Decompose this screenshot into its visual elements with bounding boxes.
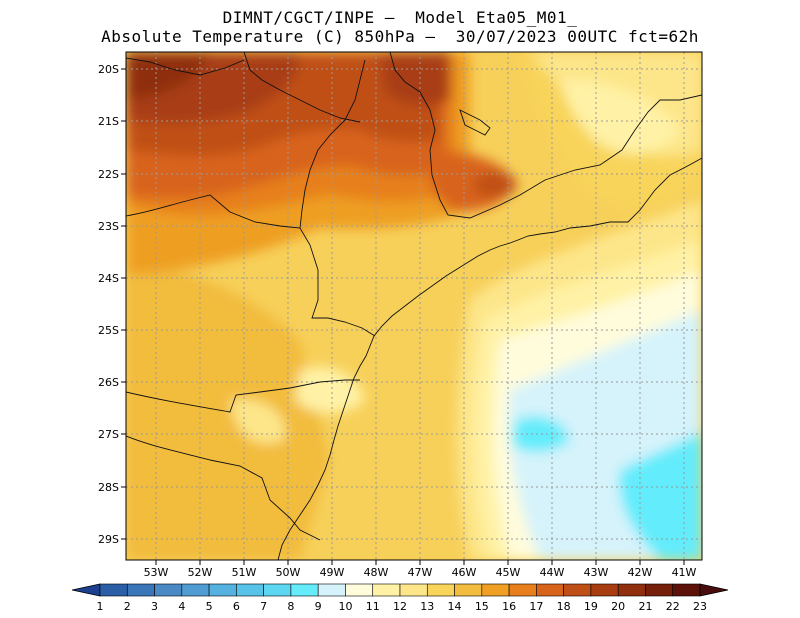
colorbar-label: 8 (287, 600, 294, 613)
colorbar-swatch (645, 583, 674, 597)
colorbar-label: 22 (666, 600, 680, 613)
lon-label: 45W (496, 566, 521, 579)
colorbar-arrow-right (699, 583, 729, 597)
colorbar-label: 13 (420, 600, 434, 613)
lon-labels: 53W 52W 51W 50W 49W 48W 47W 46W 45W 44W … (144, 566, 697, 579)
colorbar-label: 4 (178, 600, 185, 613)
lon-label: 49W (320, 566, 345, 579)
colorbar-label: 18 (557, 600, 571, 613)
lat-label: 25S (98, 324, 119, 337)
chart-title-line2: Absolute Temperature (C) 850hPa – 30/07/… (101, 27, 699, 46)
lon-label: 43W (584, 566, 609, 579)
lat-labels: 20S 21S 22S 23S 24S 25S 26S 27S 28S 29S (98, 63, 119, 546)
colorbar-label: 9 (315, 600, 322, 613)
coastline-borders (126, 52, 702, 560)
lat-label: 20S (98, 63, 119, 76)
colorbar-label: 14 (448, 600, 462, 613)
colorbar-label: 11 (366, 600, 380, 613)
colorbar-swatch (563, 583, 592, 597)
colorbar-label: 17 (529, 600, 543, 613)
colorbar-swatch (263, 583, 292, 597)
colorbar-swatch (317, 583, 346, 597)
lat-label: 23S (98, 220, 119, 233)
colorbar-label: 12 (393, 600, 407, 613)
colorbar-label: 16 (502, 600, 516, 613)
colorbar-swatch (454, 583, 483, 597)
lon-label: 47W (408, 566, 433, 579)
lat-label: 21S (98, 115, 119, 128)
colorbar-label: 15 (475, 600, 489, 613)
lon-label: 51W (232, 566, 257, 579)
colorbar-swatch (290, 583, 319, 597)
colorbar-swatch (536, 583, 564, 597)
lon-label: 52W (188, 566, 213, 579)
temperature-field (126, 52, 702, 560)
colorbar-label: 7 (260, 600, 267, 613)
lon-label: 42W (628, 566, 653, 579)
colorbar-swatch (236, 583, 264, 597)
colorbar-label: 5 (206, 600, 213, 613)
colorbar-swatch (399, 583, 428, 597)
colorbar-swatch (672, 583, 701, 597)
lat-label: 29S (98, 533, 119, 546)
colorbar-swatch (208, 583, 237, 597)
colorbar-swatch (481, 583, 510, 597)
colorbar-swatch (617, 583, 646, 597)
lat-label: 28S (98, 481, 119, 494)
colorbar-swatch (372, 583, 401, 597)
colorbar-swatch (508, 583, 537, 597)
colorbar-swatch (181, 583, 210, 597)
colorbar-label: 10 (338, 600, 352, 613)
lon-label: 50W (276, 566, 301, 579)
lon-label: 53W (144, 566, 169, 579)
lat-label: 24S (98, 272, 119, 285)
lat-label: 22S (98, 168, 119, 181)
lon-label: 48W (364, 566, 389, 579)
lat-ticks (121, 68, 126, 540)
lon-label: 44W (540, 566, 565, 579)
chart-title-line1: DIMNT/CGCT/INPE – Model Eta05_M01_ (222, 8, 578, 27)
colorbar-arrow-left (71, 583, 101, 597)
colorbar-swatch (154, 583, 183, 597)
colorbar-label: 1 (97, 600, 104, 613)
colorbar-label: 23 (693, 600, 707, 613)
colorbar-label: 20 (611, 600, 625, 613)
lon-label: 41W (672, 566, 697, 579)
colorbar-swatch (126, 583, 155, 597)
lat-label: 26S (98, 376, 119, 389)
colorbar-label: 19 (584, 600, 598, 613)
colorbar-swatch (590, 583, 619, 597)
colorbar-label: 3 (151, 600, 158, 613)
colorbar: 1 2 3 4 5 6 7 8 9 10 11 12 13 14 15 16 17 18 19 20 21 22 23 (71, 583, 729, 613)
colorbar-label: 2 (124, 600, 131, 613)
lat-label: 27S (98, 428, 119, 441)
lon-ticks (155, 560, 685, 565)
colorbar-swatch (426, 583, 455, 597)
colorbar-swatch (345, 583, 374, 597)
lon-label: 46W (452, 566, 477, 579)
colorbar-swatch (99, 583, 128, 597)
colorbar-label: 6 (233, 600, 240, 613)
map-frame (125, 51, 703, 561)
colorbar-label: 21 (638, 600, 652, 613)
